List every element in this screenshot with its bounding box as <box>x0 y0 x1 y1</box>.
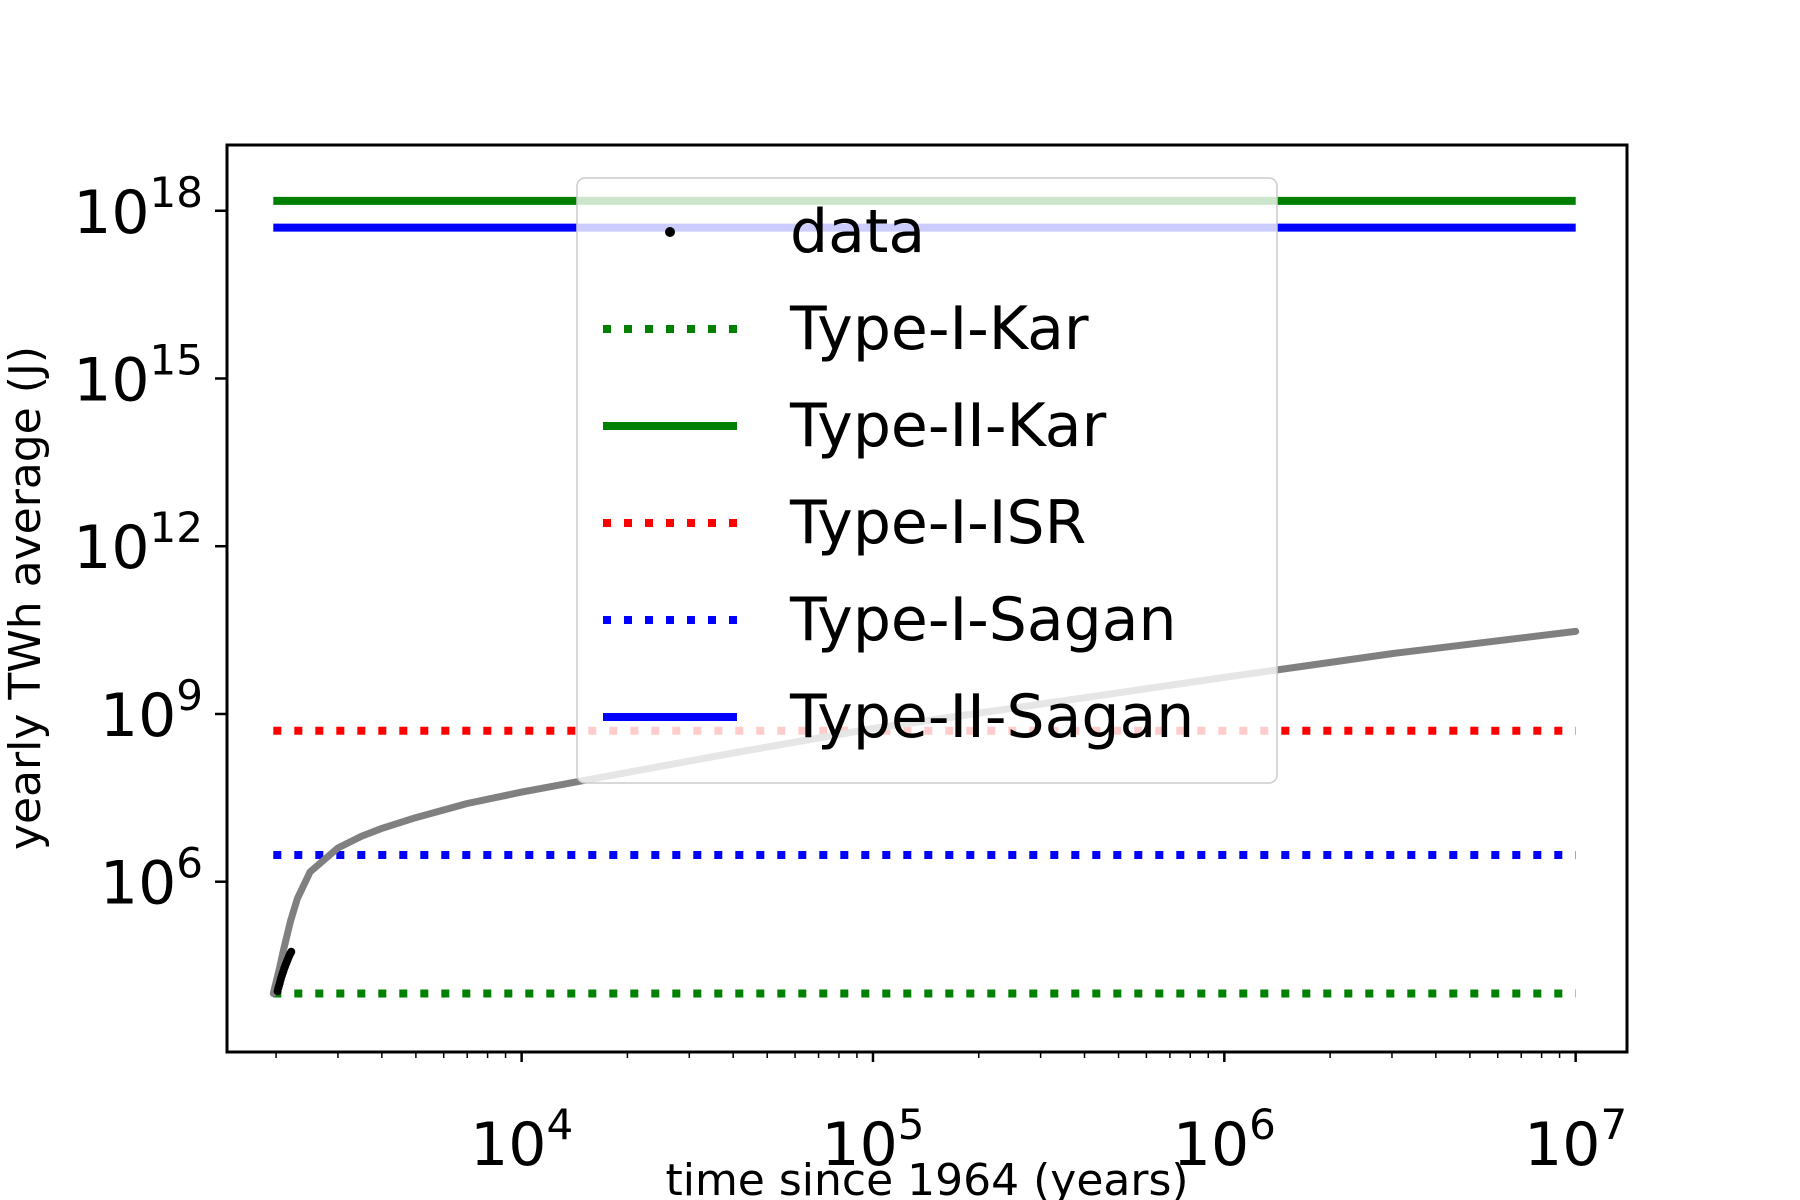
x-axis: 104 105 106 107 <box>275 1052 1627 1180</box>
y-tick-label: 1012 <box>73 503 203 583</box>
x-tick-label: 105 <box>821 1100 924 1180</box>
y-tick-label: 109 <box>100 671 203 751</box>
legend: data Type-I-Kar Type-II-Kar Type-I-ISR Type-… <box>576 177 1278 784</box>
x-tick-label: 107 <box>1524 1100 1627 1180</box>
y-axis: 106 109 1012 1015 1018 <box>73 168 227 919</box>
legend-label-type-i-kar: Type-I-Kar <box>789 294 1089 364</box>
y-axis-label: yearly TWh average (J) <box>0 346 51 850</box>
legend-label-type-i-isr: Type-I-ISR <box>789 488 1086 558</box>
axes-frame <box>225 143 1629 1054</box>
y-tick-label: 106 <box>100 839 203 919</box>
legend-label-data: data <box>790 197 925 267</box>
x-axis-label: time since 1964 (years) <box>665 1155 1188 1200</box>
y-tick-label: 1018 <box>73 168 203 248</box>
legend-label-type-i-sagan: Type-I-Sagan <box>789 585 1177 655</box>
x-tick-label: 106 <box>1173 1100 1276 1180</box>
y-tick-label: 1015 <box>73 335 203 415</box>
legend-label-type-ii-kar: Type-II-Kar <box>789 391 1107 461</box>
legend-label-type-ii-sagan: Type-II-Sagan <box>789 682 1194 752</box>
legend-box <box>576 177 1278 784</box>
x-tick-label: 104 <box>470 1100 573 1180</box>
data-point <box>287 947 296 956</box>
legend-marker-data <box>665 227 675 237</box>
